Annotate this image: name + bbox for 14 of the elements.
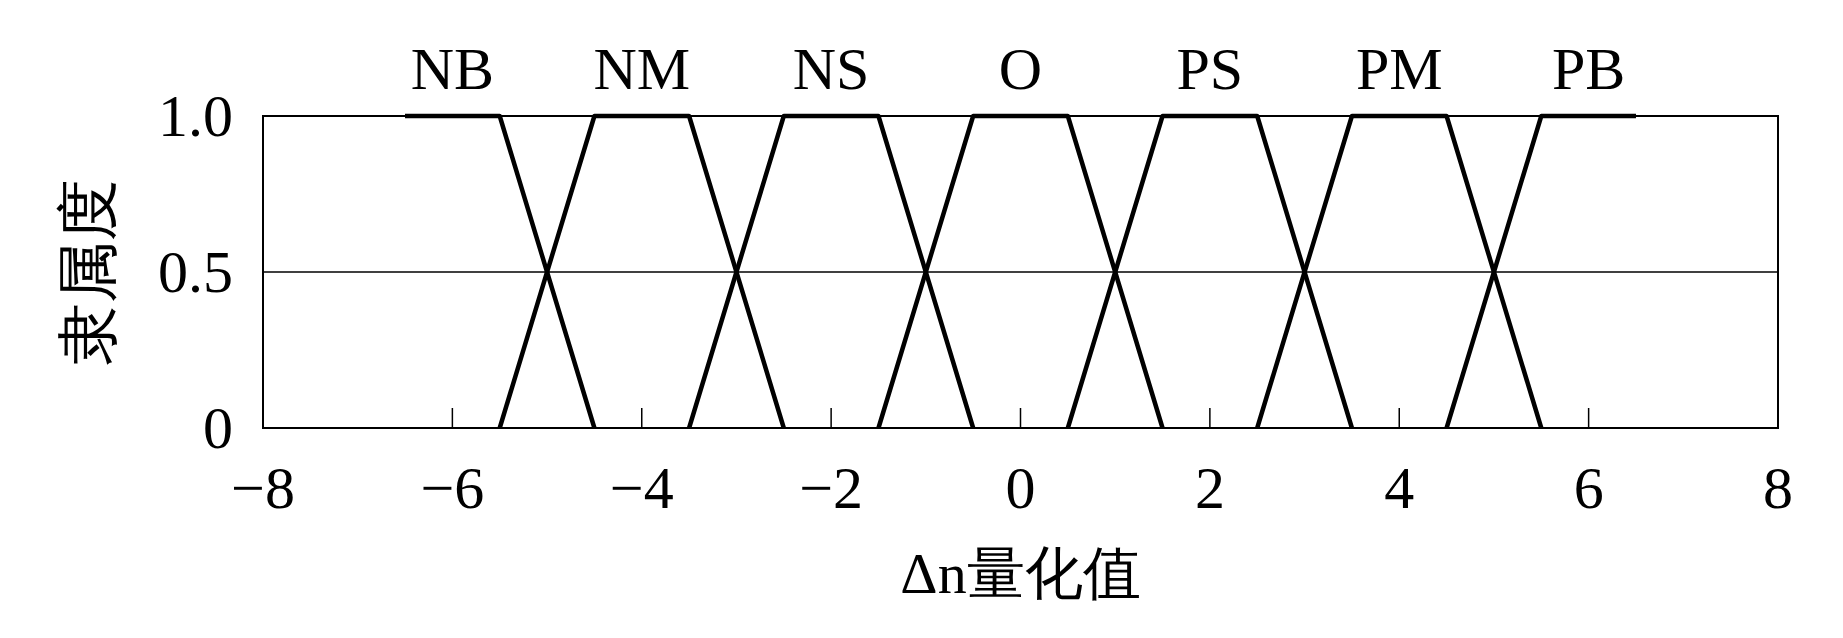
x-tick-label: 8: [1763, 455, 1793, 521]
x-tick-label: −4: [609, 455, 674, 521]
x-tick-label: 2: [1194, 455, 1225, 521]
y-tick-label: 0.5: [158, 239, 233, 305]
y-tick-label: 1.0: [158, 83, 233, 149]
x-axis-title: Δn量化值: [900, 541, 1141, 606]
x-tick-label: 6: [1573, 455, 1604, 521]
x-tick-label: −6: [420, 455, 485, 521]
x-tick-label: 4: [1384, 455, 1415, 521]
x-tick-label: 0: [1005, 455, 1036, 521]
y-tick-label: 0: [203, 395, 233, 461]
x-tick-label: −2: [799, 455, 864, 521]
y-axis-title: 隶属度: [54, 179, 122, 365]
x-tick-label: −8: [231, 455, 295, 521]
